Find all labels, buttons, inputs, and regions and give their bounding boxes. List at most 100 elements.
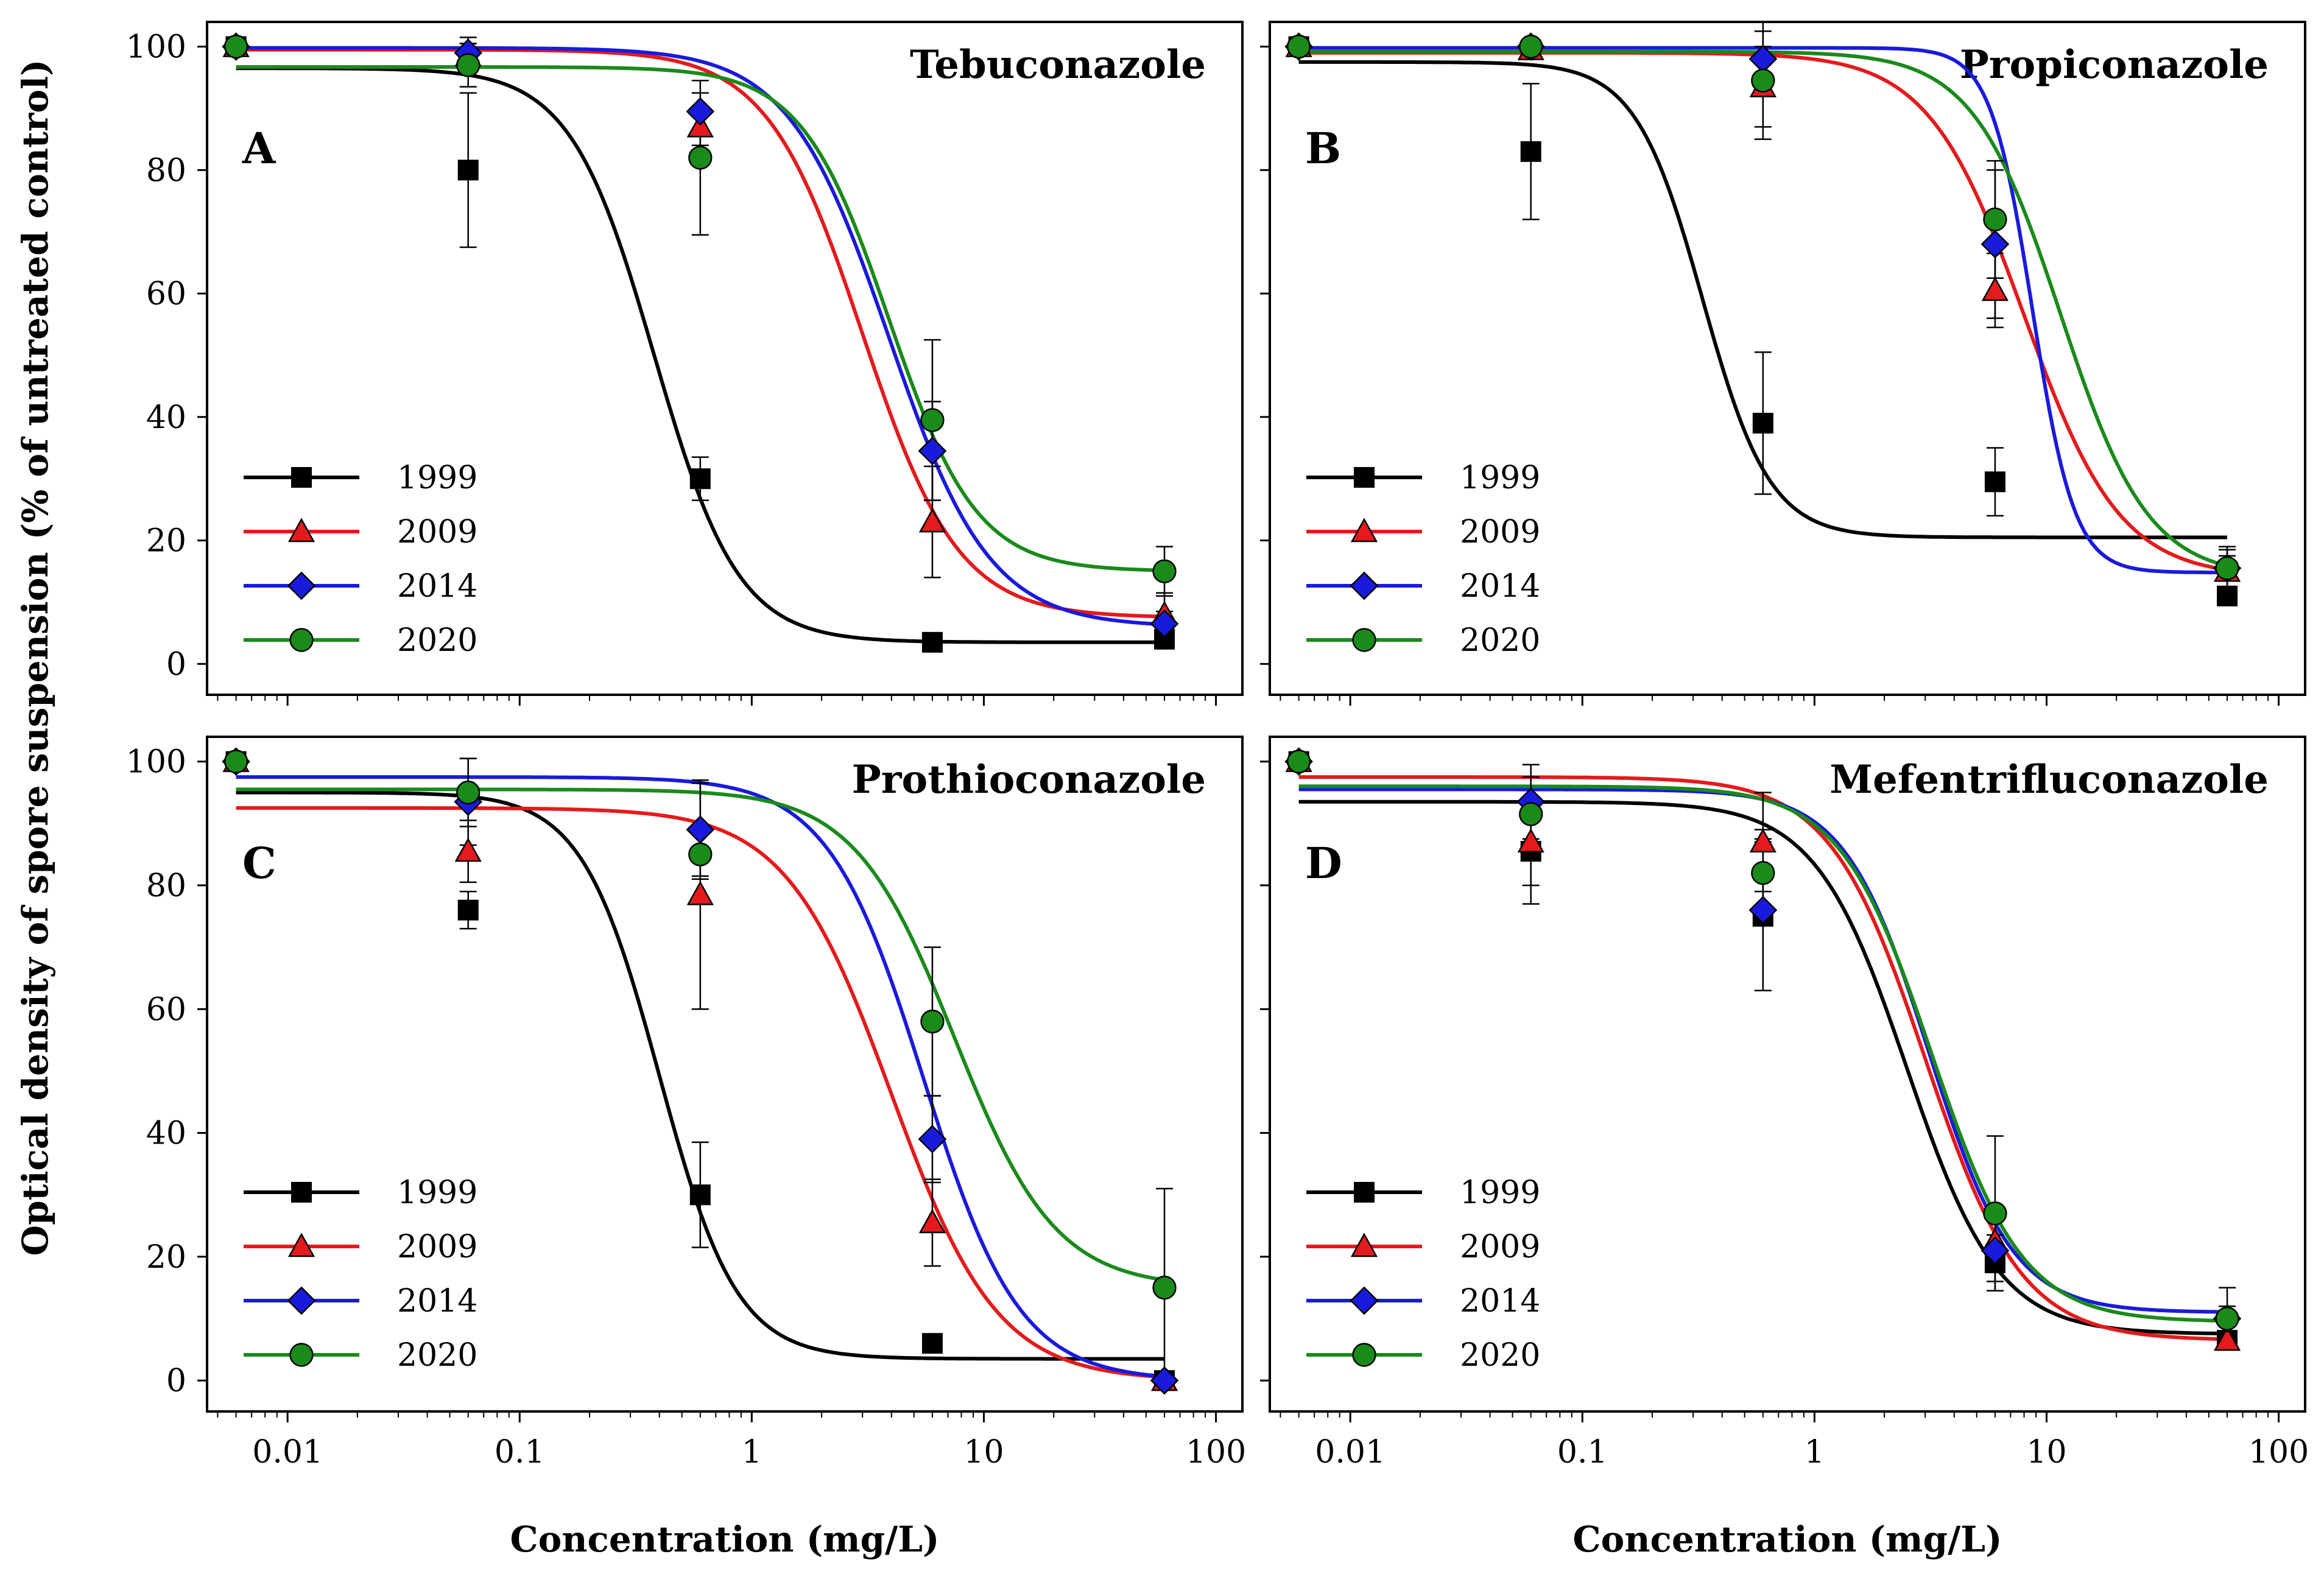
- point-2014: [1981, 230, 2010, 259]
- legend-marker-2009: [287, 1232, 315, 1257]
- legend-marker-2020: [289, 628, 314, 652]
- legend-marker-1999: [1354, 1182, 1375, 1203]
- legend-marker-1999: [291, 467, 312, 488]
- y-tick-label: 60: [146, 276, 186, 312]
- legend-label-2014: 2014: [1460, 568, 1540, 605]
- y-tick-label: 40: [146, 1116, 186, 1152]
- panel-letter: A: [242, 123, 276, 174]
- y-tick-label: 40: [146, 399, 186, 436]
- legend-label-2014: 2014: [397, 568, 477, 605]
- data-points: [222, 32, 1179, 653]
- point-1999: [921, 631, 943, 653]
- legend-marker-2014: [1350, 1286, 1379, 1315]
- y-tick-label: 100: [126, 744, 186, 781]
- point-2020: [456, 780, 481, 805]
- legend-label-2014: 2014: [397, 1283, 477, 1320]
- point-2020: [224, 750, 248, 774]
- panel-title: Tebuconazole: [910, 42, 1206, 88]
- y-axis-title: Optical density of spore suspension (% o…: [15, 59, 56, 1256]
- legend-marker-2014: [287, 1286, 316, 1315]
- y-tick-label: 20: [146, 523, 186, 560]
- panel-a: 0 20 40 60 80 100 Tebuconazole A 1999 2009 2014 202…: [126, 21, 1244, 706]
- point-2020: [456, 53, 481, 77]
- point-1999: [689, 468, 711, 490]
- legend-marker-2020: [289, 1343, 314, 1367]
- point-2014: [1150, 1366, 1179, 1395]
- legend-marker-2020: [1352, 1343, 1376, 1367]
- point-2009: [454, 837, 482, 862]
- point-2014: [1981, 1236, 2010, 1265]
- point-2020: [1983, 207, 2007, 232]
- legend-marker-2014: [287, 571, 316, 600]
- point-1999: [1520, 141, 1541, 162]
- legend-marker-2014: [1350, 571, 1379, 600]
- point-2020: [1519, 802, 1543, 826]
- point-1999: [921, 1333, 943, 1354]
- point-2009: [918, 508, 946, 533]
- point-2009: [918, 1209, 946, 1234]
- plot-frame: [206, 736, 1244, 1413]
- x-tick-label: 1: [1805, 1434, 1825, 1471]
- point-2020: [688, 146, 713, 170]
- y-tick-label: 80: [146, 152, 186, 189]
- point-2014: [918, 437, 947, 465]
- legend: 1999 2009 2014 2020: [1306, 1175, 1540, 1374]
- panel-letter: C: [242, 838, 276, 888]
- point-2009: [1981, 276, 2009, 301]
- point-2014: [918, 1125, 947, 1154]
- y-tick-label: 20: [146, 1239, 186, 1276]
- point-2020: [688, 842, 713, 866]
- data-points: [1284, 21, 2242, 606]
- legend-marker-1999: [1354, 467, 1375, 488]
- panel-title: Prothioconazole: [852, 757, 1206, 803]
- point-2020: [1751, 68, 1775, 93]
- point-1999: [457, 899, 479, 921]
- x-tick-label: 100: [2248, 1434, 2309, 1471]
- legend-label-2020: 2020: [397, 622, 477, 659]
- plot-frame: [1269, 736, 2306, 1413]
- legend-label-1999: 1999: [397, 460, 477, 496]
- x-tick-label: 0.01: [1315, 1434, 1386, 1471]
- point-2020: [224, 34, 248, 59]
- legend-label-2014: 2014: [1460, 1283, 1540, 1320]
- point-1999: [1752, 412, 1773, 434]
- point-2020: [2215, 1306, 2239, 1331]
- point-2020: [1286, 750, 1311, 774]
- x-axis-title: Concentration (mg/L): [1573, 1519, 2002, 1560]
- legend: 1999 2009 2014 2020: [1306, 460, 1540, 659]
- legend-label-2020: 2020: [1460, 1337, 1540, 1374]
- panel-title: Propiconazole: [1960, 42, 2269, 88]
- legend: 1999 2009 2014 2020: [244, 460, 477, 659]
- data-points: [222, 747, 1179, 1395]
- x-tick-label: 100: [1186, 1434, 1246, 1471]
- legend-label-2020: 2020: [1460, 622, 1540, 659]
- point-2020: [1519, 34, 1543, 59]
- x-axis-title: Concentration (mg/L): [510, 1519, 940, 1560]
- point-2014: [1150, 610, 1179, 638]
- point-2020: [1751, 860, 1775, 885]
- point-1999: [2217, 585, 2238, 606]
- point-2009: [1749, 828, 1776, 853]
- point-2020: [920, 408, 945, 432]
- plot-frame: [206, 21, 1244, 696]
- legend-label-2009: 2009: [1460, 514, 1540, 550]
- legend-label-1999: 1999: [1460, 460, 1540, 496]
- x-tick-label: 10: [963, 1434, 1004, 1471]
- x-tick-label: 0.1: [495, 1434, 545, 1471]
- legend-marker-1999: [291, 1182, 312, 1203]
- point-2020: [1286, 34, 1311, 59]
- y-tick-label: 0: [166, 1363, 186, 1399]
- point-2009: [686, 880, 714, 905]
- legend-label-2009: 2009: [397, 1229, 477, 1265]
- point-2020: [2215, 556, 2239, 580]
- x-tick-label: 0.1: [1557, 1434, 1608, 1471]
- panel-c: 0 20 40 60 80 100 0.01 0.1 1 10 100 Concentration (…: [126, 736, 1246, 1560]
- point-2020: [1152, 559, 1177, 583]
- panel-b: Propiconazole B 1999 2009 2014 2020: [1260, 21, 2306, 706]
- point-2009: [2213, 1326, 2241, 1351]
- point-2020: [1983, 1201, 2007, 1226]
- panel-letter: B: [1305, 123, 1341, 174]
- panel-title: Mefentrifluconazole: [1829, 757, 2269, 803]
- point-2009: [1517, 828, 1544, 853]
